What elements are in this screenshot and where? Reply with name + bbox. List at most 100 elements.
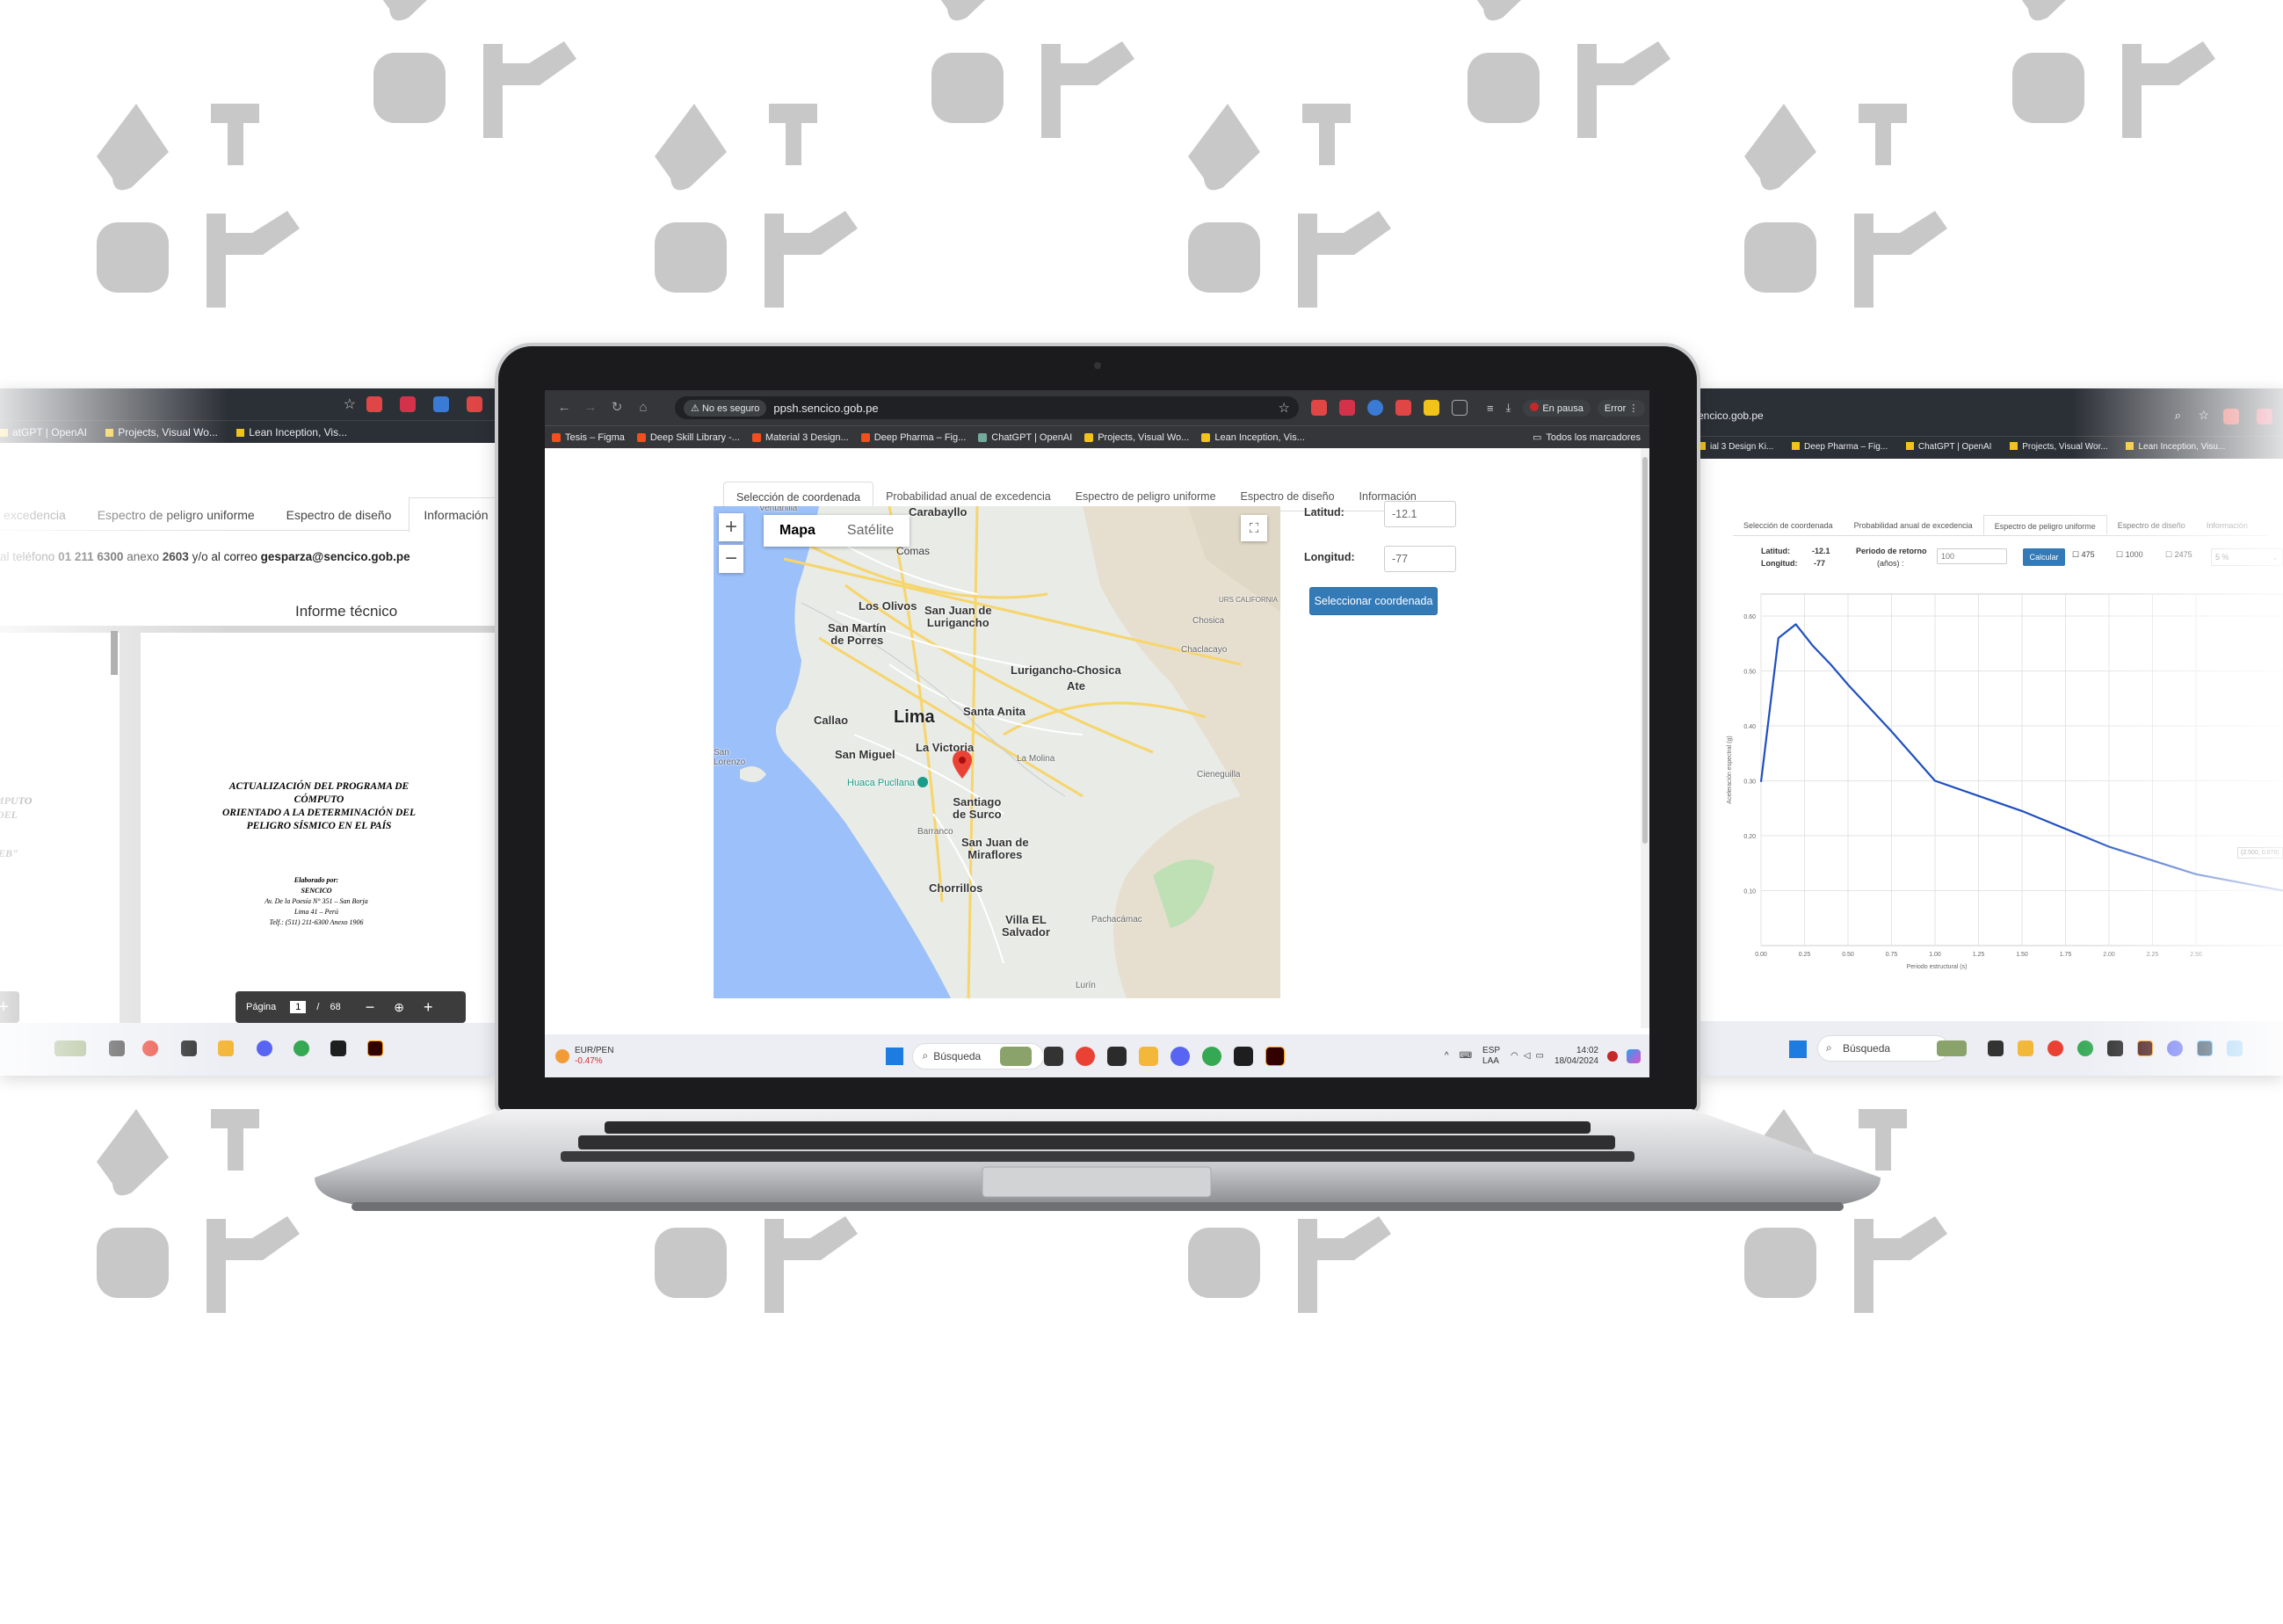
option-1000[interactable]: ☐ 1000 [2116, 550, 2143, 559]
bookmark[interactable]: Deep Skill Library -... [636, 432, 740, 443]
tab[interactable]: Espectro de peligro uniforme [97, 508, 255, 522]
bookmark[interactable]: Tesis – Figma [552, 432, 625, 443]
extension-icon[interactable] [400, 396, 416, 412]
discord-icon[interactable] [2167, 1040, 2183, 1056]
tab-active[interactable]: Espectro de peligro uniforme [1982, 515, 2107, 535]
taskbar-app[interactable] [1044, 1046, 1064, 1066]
illustrator-icon[interactable] [1265, 1046, 1286, 1066]
calculate-button[interactable]: Calcular [2023, 548, 2065, 566]
option-2475[interactable]: ☐ 2475 [2165, 550, 2192, 559]
chrome-icon[interactable] [294, 1040, 309, 1056]
taskbar-app[interactable] [54, 1040, 86, 1056]
fullscreen-icon[interactable]: ⛶ [1241, 515, 1267, 541]
scrollbar-thumb[interactable] [1642, 457, 1648, 844]
extension-icon[interactable] [366, 396, 382, 412]
tab[interactable]: Probabilidad anual de excedencia [1853, 521, 1973, 530]
chrome-icon[interactable] [1076, 1046, 1096, 1066]
wifi-icon[interactable]: ◠ [1511, 1051, 1518, 1061]
taskbar-app[interactable] [181, 1040, 197, 1056]
windows-icon[interactable] [1789, 1040, 1807, 1058]
volume-icon[interactable]: ◁ [1523, 1051, 1531, 1061]
reload-icon[interactable]: ↻ [611, 400, 623, 415]
windows-icon[interactable] [886, 1047, 904, 1065]
tab-design-spectrum[interactable]: Espectro de diseño [1240, 490, 1335, 503]
photoshop-icon[interactable] [2197, 1040, 2213, 1056]
bookmark[interactable]: Projects, Visual Wo... [1084, 432, 1189, 443]
extension-icon[interactable] [1424, 400, 1439, 416]
select-coordinate-button[interactable]: Seleccionar coordenada [1309, 587, 1438, 615]
extension-icon[interactable] [1367, 400, 1383, 416]
figma-icon[interactable] [330, 1040, 346, 1056]
clock[interactable]: 14:02 18/04/2024 [1555, 1046, 1598, 1067]
tab[interactable]: Selección de coordenada [1743, 521, 1833, 530]
figma-icon[interactable] [2107, 1040, 2123, 1056]
period-input[interactable]: 100 [1937, 548, 2007, 564]
taskbar-search[interactable]: ⌕ Búsqueda [1817, 1035, 1949, 1062]
longitude-input[interactable]: -77 [1384, 546, 1456, 572]
error-button[interactable]: Error ⋮ [1597, 399, 1646, 417]
extension-icon[interactable] [433, 396, 449, 412]
search-icon[interactable]: ⌕ [2174, 409, 2181, 422]
discord-icon[interactable] [257, 1040, 272, 1056]
language-indicator[interactable]: ESP LAA [1482, 1046, 1500, 1067]
bookmark[interactable]: Material 3 Design... [751, 432, 849, 443]
zoom-icon[interactable]: ⊕ [394, 999, 404, 1014]
figma-icon[interactable] [1234, 1046, 1254, 1066]
bookmark[interactable]: Deep Pharma – Fig... [1792, 442, 1888, 452]
extension-icon[interactable] [1311, 400, 1327, 416]
extension-icon[interactable] [1395, 400, 1411, 416]
extension-icon[interactable] [1339, 400, 1355, 416]
bookmark[interactable]: ChatGPT | OpenAI [978, 432, 1072, 443]
tab-uniform-spectrum[interactable]: Espectro de peligro uniforme [1075, 490, 1216, 503]
folder-icon[interactable] [218, 1040, 234, 1056]
map-type-map[interactable]: Mapa [779, 523, 815, 538]
star-icon[interactable]: ☆ [343, 397, 356, 412]
omnibox[interactable]: ⚠ No es seguro ppsh.sencico.gob.pe ☆ [675, 396, 1299, 419]
copilot-icon[interactable] [1627, 1048, 1641, 1063]
star-icon[interactable]: ☆ [2198, 408, 2209, 422]
taskbar-app[interactable] [2227, 1040, 2243, 1056]
taskbar-app[interactable] [1107, 1046, 1127, 1066]
chrome-icon[interactable] [2077, 1040, 2093, 1056]
bookmark[interactable]: ChatGPT | OpenAI [1906, 442, 1992, 452]
tab-active[interactable]: Información [409, 497, 496, 533]
security-chip[interactable]: ⚠ No es seguro [684, 399, 767, 417]
bookmark[interactable]: Lean Inception, Visu... [2126, 442, 2225, 452]
pdf-page-input[interactable]: 1 [290, 1001, 307, 1013]
chrome-icon[interactable] [142, 1040, 158, 1056]
damping-select[interactable]: 5 % ⌄ [2211, 548, 2283, 566]
star-icon[interactable]: ☆ [1278, 401, 1290, 416]
taskbar-app[interactable] [109, 1040, 125, 1056]
home-icon[interactable]: ⌂ [639, 400, 648, 415]
zoom-out-button[interactable]: − [719, 545, 743, 573]
bookmark[interactable]: Projects, Visual Wor... [2010, 442, 2107, 452]
tab-info[interactable]: Información [1359, 490, 1417, 503]
pdf-add-button[interactable]: + [0, 991, 19, 1023]
bookmark[interactable]: Deep Pharma – Fig... [860, 432, 966, 443]
battery-icon[interactable]: ▭ [1535, 1051, 1544, 1061]
keyboard-icon[interactable]: ⌨ [1459, 1051, 1473, 1061]
bookmark[interactable]: Lean Inception, Vis... [1201, 432, 1305, 443]
puzzle-icon[interactable] [1452, 400, 1468, 416]
contact-email[interactable]: gesparza@sencico.gob.pe [260, 550, 410, 563]
tab[interactable]: Espectro de diseño [2117, 521, 2185, 530]
option-475[interactable]: ☐ 475 [2072, 550, 2095, 559]
profile-paused[interactable]: En pausa [1523, 399, 1591, 417]
zoom-in-button[interactable]: + [719, 513, 743, 541]
zoom-in-icon[interactable]: + [423, 997, 433, 1016]
tab-probability[interactable]: Probabilidad anual de excedencia [886, 490, 1051, 503]
bookmark[interactable]: Projects, Visual Wo... [105, 426, 218, 439]
extension-icon[interactable] [2257, 409, 2272, 424]
chrome-icon[interactable] [2047, 1040, 2063, 1056]
folder-icon[interactable] [1139, 1046, 1159, 1066]
discord-icon[interactable] [1170, 1046, 1191, 1066]
notification-bell-icon[interactable] [1607, 1050, 1618, 1062]
bookmark[interactable]: Lean Inception, Vis... [236, 426, 347, 439]
folder-icon[interactable] [2018, 1040, 2033, 1056]
download-icon[interactable]: ⤓ [1505, 401, 1511, 414]
zoom-out-icon[interactable]: − [365, 997, 375, 1016]
all-bookmarks[interactable]: ▭ Todos los marcadores [1533, 431, 1641, 444]
taskbar-app[interactable] [1988, 1040, 2004, 1056]
bookmark[interactable]: atGPT | OpenAI [0, 426, 87, 439]
tab[interactable]: Espectro de diseño [286, 508, 392, 522]
